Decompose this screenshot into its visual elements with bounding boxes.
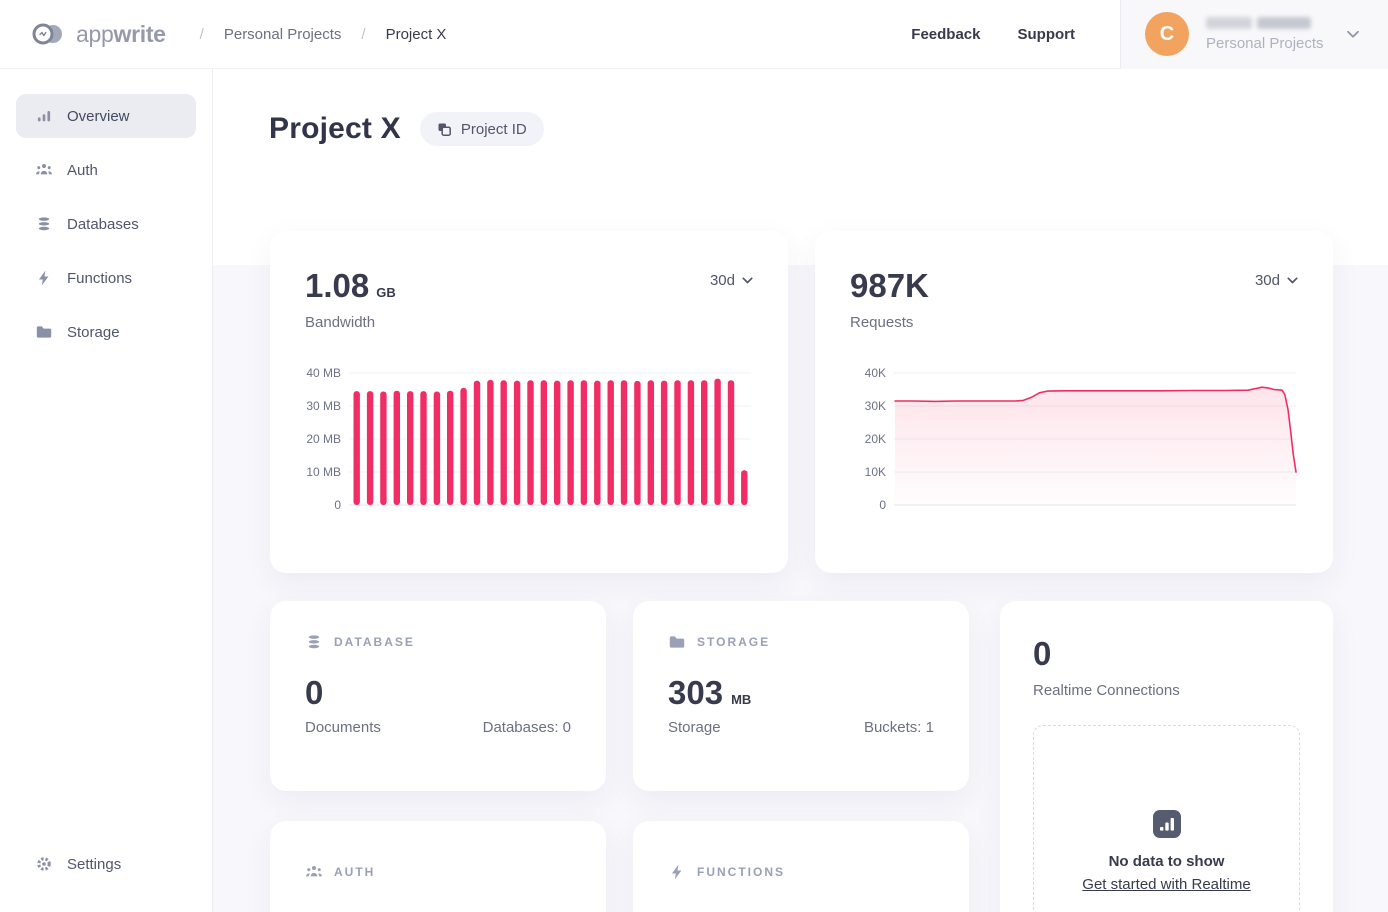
chevron-down-icon [742,277,753,284]
bar-chart-icon [37,111,51,122]
sidebar-item-label: Databases [67,215,139,233]
project-id-button[interactable]: Project ID [419,112,544,146]
auth-category-label: AUTH [334,865,376,879]
sidebar-item-label: Storage [67,323,120,341]
svg-text:10K: 10K [865,465,886,479]
bandwidth-label: Bandwidth [305,314,376,331]
account-org-label: Personal Projects [1206,34,1324,52]
sidebar-item-functions[interactable]: Functions [16,256,196,300]
svg-text:0: 0 [334,498,341,512]
range-value: 30d [1254,272,1280,289]
appwrite-logo-icon [32,23,62,45]
support-link[interactable]: Support [1017,25,1076,43]
requests-card: 987K Requests 30d 0 10K 20K 30K 40K [815,231,1333,573]
svg-text:30 MB: 30 MB [306,399,341,413]
documents-label: Documents [305,719,381,736]
auth-card[interactable]: AUTH [270,821,606,912]
svg-text:40K: 40K [865,367,886,380]
header-nav: Feedback Support [911,26,1075,43]
functions-category-label: FUNCTIONS [697,865,785,879]
bandwidth-value: 1.08 [305,267,370,304]
svg-text:20 MB: 20 MB [306,432,341,446]
database-card[interactable]: DATABASE 0 Documents Databases: 0 [270,601,606,791]
feedback-link[interactable]: Feedback [911,25,981,43]
sidebar-item-label: Overview [67,107,130,125]
functions-card[interactable]: FUNCTIONS [633,821,969,912]
breadcrumb-separator: / [361,25,366,43]
svg-text:10 MB: 10 MB [306,465,341,479]
bandwidth-unit: GB [376,285,396,300]
breadcrumb-separator: / [199,25,204,43]
svg-text:40 MB: 40 MB [306,367,341,380]
databases-count-label: Databases: 0 [482,719,571,736]
sidebar-item-overview[interactable]: Overview [16,94,196,138]
bandwidth-range-dropdown[interactable]: 30d [710,272,753,289]
bandwidth-card: 1.08 GB Bandwidth 30d 0 10 MB 20 MB 30 MB 40 … [270,231,788,573]
logo-wordmark: appwrite [76,20,166,47]
realtime-card: 0 Realtime Connections No data to show G… [1000,601,1333,912]
requests-value: 987K [850,267,929,304]
breadcrumb-project-x[interactable]: Project X [385,25,447,43]
storage-size-unit: MB [731,692,752,707]
documents-count: 0 [305,674,324,711]
sidebar-item-storage[interactable]: Storage [16,310,196,354]
folder-icon [669,636,685,648]
get-started-realtime-link[interactable]: Get started with Realtime [1082,876,1251,893]
sidebar-item-databases[interactable]: Databases [16,202,196,246]
gear-icon [37,857,51,871]
requests-range-dropdown[interactable]: 30d [1255,272,1298,289]
folder-icon [36,326,52,338]
breadcrumb: / Personal Projects / Project X [200,26,447,43]
lightning-icon [38,270,49,286]
avatar: C [1145,12,1189,56]
database-icon [37,216,51,232]
breadcrumb-personal-projects[interactable]: Personal Projects [223,25,342,43]
realtime-connections-label: Realtime Connections [1033,682,1180,699]
requests-chart: 0 10K 20K 30K 40K [850,367,1298,517]
page-title: Project X [269,112,401,145]
sidebar-item-label: Auth [67,161,98,179]
buckets-count-label: Buckets: 1 [863,719,934,736]
page-header: Project X Project ID [269,112,544,146]
sidebar-item-settings[interactable]: Settings [16,842,196,886]
no-data-chart-icon [1152,810,1181,838]
main-content: Project X Project ID 1.08 GB Bandwidth 30… [213,69,1388,912]
copy-icon [438,123,451,136]
range-value: 30d [709,272,735,289]
users-icon [306,865,322,877]
no-data-title: No data to show [1108,853,1225,870]
account-menu[interactable]: C Personal Projects [1120,0,1388,69]
project-id-label: Project ID [460,120,527,138]
svg-text:30K: 30K [865,399,886,413]
database-category-label: DATABASE [334,635,415,649]
realtime-connections-count: 0 [1033,635,1052,672]
bandwidth-metric: 1.08 GB Bandwidth [305,267,396,331]
chevron-down-icon [1287,277,1298,284]
lightning-icon [671,864,682,880]
redacted-user-name [1206,16,1324,29]
sidebar-item-label: Functions [67,269,133,287]
top-bar: appwrite / Personal Projects / Project X… [0,0,1388,69]
storage-card[interactable]: STORAGE 303 MB Storage Buckets: 1 [633,601,969,791]
storage-size-value: 303 [668,674,724,711]
appwrite-logo[interactable]: appwrite [32,21,166,48]
realtime-empty-state: No data to show Get started with Realtim… [1033,725,1300,912]
requests-metric: 987K Requests [850,267,936,331]
svg-text:0: 0 [879,498,886,512]
database-icon [307,634,321,650]
sidebar-item-auth[interactable]: Auth [16,148,196,192]
users-icon [36,163,52,175]
storage-category-label: STORAGE [697,635,771,649]
bandwidth-chart: 0 10 MB 20 MB 30 MB 40 MB [305,367,753,517]
storage-label: Storage [668,719,721,736]
svg-text:20K: 20K [865,432,886,446]
sidebar: Overview Auth Databases Functions [0,69,213,912]
requests-label: Requests [850,314,914,331]
sidebar-item-label: Settings [67,855,122,873]
chevron-down-icon [1347,30,1359,38]
account-info: Personal Projects [1206,16,1324,52]
